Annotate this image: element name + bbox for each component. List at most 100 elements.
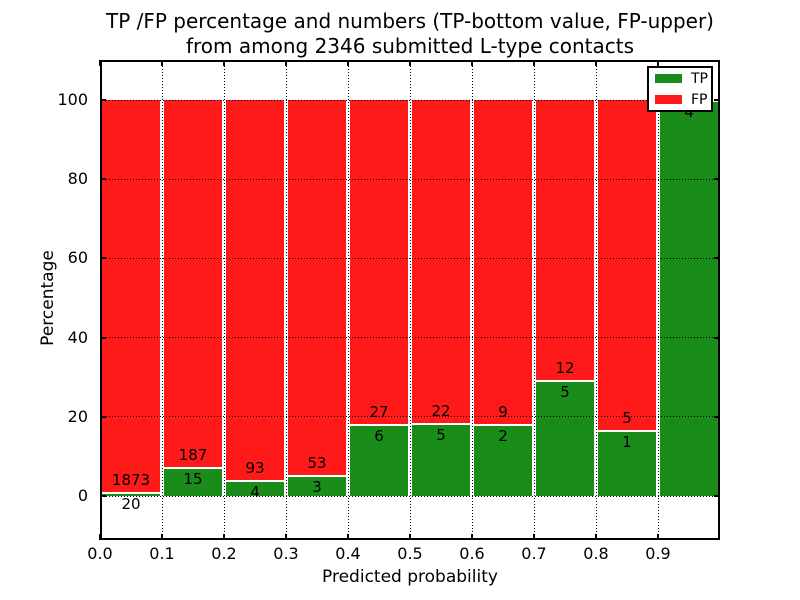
fp-count-label: 93 xyxy=(245,458,265,477)
y-tick-mark xyxy=(714,257,720,260)
y-tick-label: 40 xyxy=(67,327,88,347)
tp-count-label: 15 xyxy=(183,469,203,488)
x-tick-mark xyxy=(285,60,287,66)
x-tick-mark xyxy=(161,60,163,66)
x-tick-label: 0.7 xyxy=(521,544,547,563)
x-tick-label: 0.5 xyxy=(397,544,423,563)
vertical-gridline xyxy=(161,60,163,540)
x-tick-label: 0.6 xyxy=(459,544,485,563)
x-tick-mark xyxy=(471,60,473,66)
x-tick-label: 0.8 xyxy=(583,544,609,563)
x-tick-mark xyxy=(595,60,597,66)
fp-count-label: 22 xyxy=(431,401,451,420)
x-tick-mark xyxy=(99,60,101,66)
legend-item-fp: FP xyxy=(655,91,708,108)
y-tick-mark xyxy=(714,415,720,418)
tp-count-label: 20 xyxy=(121,494,141,513)
x-tick-mark xyxy=(285,534,287,540)
tp-count-label: 4 xyxy=(684,103,694,121)
x-tick-label: 0.9 xyxy=(645,544,671,563)
chart-title-line2: from among 2346 submitted L-type contact… xyxy=(185,34,635,58)
horizontal-gridline xyxy=(100,337,720,339)
tp-count-label: 2 xyxy=(498,427,508,445)
y-tick-mark xyxy=(714,99,720,101)
bar-segment-tp xyxy=(597,430,657,496)
y-tick-mark xyxy=(714,178,720,181)
x-tick-mark xyxy=(409,534,411,540)
x-tick-mark xyxy=(595,534,597,540)
bar-segment-tp xyxy=(287,474,347,496)
plot-area: TP FP 1873 20 187 15 93 4 53 3 27 6 22 5 9 2 12 5 5 1 4 xyxy=(99,60,720,540)
x-tick-mark xyxy=(657,60,659,66)
bar-segment-tp xyxy=(225,479,285,496)
x-axis-label: Predicted probability xyxy=(322,567,498,587)
chart-title: TP /FP percentage and numbers (TP-bottom… xyxy=(100,9,720,59)
vertical-gridline xyxy=(285,60,287,540)
y-tick-label: 100 xyxy=(57,90,88,109)
y-tick-label: 0 xyxy=(77,486,88,505)
legend: TP FP xyxy=(647,66,713,112)
y-tick-label: 60 xyxy=(67,248,88,268)
bar-segment-tp xyxy=(473,424,533,496)
y-tick-label: 80 xyxy=(67,169,88,189)
tp-count-label: 5 xyxy=(560,382,570,401)
y-tick-mark xyxy=(714,495,720,497)
x-tick-mark xyxy=(347,60,349,66)
y-tick-mark xyxy=(714,336,720,339)
horizontal-gridline xyxy=(100,495,720,497)
fp-count-label: 9 xyxy=(498,403,508,421)
legend-label: FP xyxy=(691,91,708,108)
bar-segment-fp xyxy=(349,100,409,424)
vertical-gridline xyxy=(409,60,411,540)
fp-count-label: 5 xyxy=(622,409,632,427)
bar-segment-fp xyxy=(411,100,471,423)
x-tick-mark xyxy=(223,534,225,540)
bar-segment-fp xyxy=(597,100,657,430)
tp-count-label: 3 xyxy=(312,477,322,496)
y-tick-mark xyxy=(100,336,106,339)
vertical-gridline xyxy=(595,60,597,540)
vertical-gridline xyxy=(223,60,225,540)
horizontal-gridline xyxy=(100,416,720,418)
fp-count-label: 53 xyxy=(307,453,327,472)
horizontal-gridline xyxy=(100,99,720,101)
bar-segment-fp xyxy=(163,100,223,467)
x-tick-mark xyxy=(657,534,659,540)
x-tick-label: 0.1 xyxy=(149,544,175,563)
tp-count-label: 6 xyxy=(374,427,384,445)
bar-segment-fp xyxy=(473,100,533,424)
vertical-gridline xyxy=(533,60,535,540)
fp-swatch-icon xyxy=(655,95,682,104)
vertical-gridline xyxy=(657,60,659,540)
x-tick-mark xyxy=(409,60,411,66)
y-tick-mark xyxy=(100,495,106,497)
bar-segment-tp xyxy=(411,422,471,496)
fp-count-label: 27 xyxy=(369,403,389,421)
fp-count-label: 187 xyxy=(178,445,208,464)
fp-count-label: 1873 xyxy=(111,470,151,489)
chart-title-line1: TP /FP percentage and numbers (TP-bottom… xyxy=(106,9,714,33)
x-tick-mark xyxy=(471,534,473,540)
y-tick-label: 20 xyxy=(67,406,88,426)
horizontal-gridline xyxy=(100,178,720,180)
y-tick-mark xyxy=(100,415,106,418)
bar-segment-fp xyxy=(101,100,161,492)
fp-count-label: 12 xyxy=(555,358,575,377)
x-tick-label: 0.3 xyxy=(273,544,299,563)
x-tick-mark xyxy=(161,534,163,540)
bar-segment-tp xyxy=(163,466,223,496)
x-tick-mark xyxy=(99,534,101,540)
y-tick-mark xyxy=(100,257,106,260)
axes-frame xyxy=(100,60,720,540)
y-tick-mark xyxy=(100,178,106,181)
bar-segment-tp xyxy=(535,379,595,496)
bar-segment-tp xyxy=(349,424,409,496)
vertical-gridline xyxy=(471,60,473,540)
tp-count-label: 4 xyxy=(250,482,260,501)
bar-segment-fp xyxy=(287,100,347,475)
bar-segment-fp xyxy=(535,100,595,380)
vertical-gridline xyxy=(347,60,349,540)
x-tick-mark xyxy=(533,534,535,540)
x-tick-label: 0.2 xyxy=(211,544,237,563)
x-tick-label: 0.4 xyxy=(335,544,361,563)
